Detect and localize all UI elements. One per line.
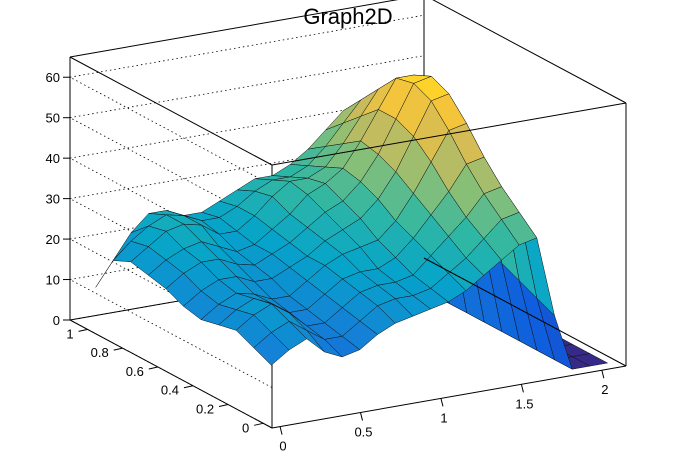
y-tick-label: 0.4: [161, 383, 179, 398]
x-tick-label: 0.5: [354, 425, 372, 440]
frame-edge: [69, 0, 399, 58]
surface-cell: [253, 332, 290, 366]
grid-line-back-wall: [69, 95, 425, 159]
chart-title: Graph2D: [303, 4, 392, 29]
x-tick-mark: [279, 426, 283, 435]
y-tick-mark: [113, 347, 123, 351]
y-tick-mark: [218, 404, 229, 408]
y-tick-mark: [78, 328, 88, 332]
frame-edge: [432, 0, 627, 104]
grid-line-left-wall: [69, 76, 273, 186]
frame-edge: [69, 319, 273, 429]
y-tick-label: 0: [242, 420, 249, 435]
x-tick-label: 2: [601, 382, 608, 397]
grid-line-back-wall: [69, 176, 425, 240]
z-tick-label: 10: [46, 273, 60, 288]
x-tick-mark: [440, 398, 444, 407]
z-tick-label: 0: [53, 313, 60, 328]
y-tick-label: 0.6: [126, 364, 144, 379]
y-tick-mark: [254, 422, 264, 426]
surface-mesh: [95, 74, 608, 370]
y-tick-mark: [183, 385, 194, 389]
z-tick-label: 20: [46, 232, 60, 247]
frame-edge: [423, 257, 627, 367]
x-tick-mark: [520, 384, 524, 393]
frame-edge: [271, 102, 627, 166]
x-tick-label: 0: [279, 439, 286, 454]
y-tick-label: 1: [66, 326, 73, 341]
grid-line-back-wall: [69, 14, 425, 78]
z-tick-label: 30: [46, 192, 60, 207]
grid-line-back-wall: [69, 136, 425, 200]
y-tick-label: 0.2: [196, 402, 214, 417]
z-tick-label: 50: [46, 111, 60, 126]
x-tick-mark: [601, 370, 605, 379]
y-tick-mark: [148, 366, 158, 370]
frame-edge: [69, 56, 273, 166]
x-tick-label: 1.5: [515, 396, 533, 411]
z-tick-label: 40: [46, 151, 60, 166]
x-tick-label: 1: [440, 410, 447, 425]
grid-line-back-wall: [69, 217, 425, 280]
z-tick-label: 60: [46, 70, 60, 85]
y-tick-label: 0.8: [91, 345, 109, 360]
x-tick-mark: [360, 412, 363, 421]
grid-line-back-wall: [69, 55, 425, 119]
frame-front: [271, 0, 627, 429]
frame-edge: [271, 365, 627, 429]
